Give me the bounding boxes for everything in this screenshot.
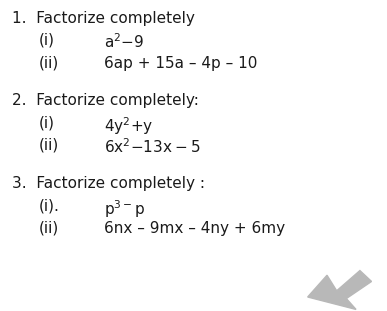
Text: 2.  Factorize completely:: 2. Factorize completely: bbox=[12, 93, 199, 108]
Text: (ii): (ii) bbox=[39, 221, 59, 236]
Polygon shape bbox=[308, 271, 372, 309]
Text: (ii): (ii) bbox=[39, 137, 59, 152]
Text: (i): (i) bbox=[39, 115, 55, 130]
Text: $\mathdefault{p}^{3-}\mathdefault{p}$: $\mathdefault{p}^{3-}\mathdefault{p}$ bbox=[104, 198, 146, 220]
Text: 3.  Factorize completely :: 3. Factorize completely : bbox=[12, 176, 205, 191]
Text: (ii): (ii) bbox=[39, 56, 59, 71]
Text: (i): (i) bbox=[39, 33, 55, 48]
Text: 6nx – 9mx – 4ny + 6my: 6nx – 9mx – 4ny + 6my bbox=[104, 221, 286, 236]
Text: 1.  Factorize completely: 1. Factorize completely bbox=[12, 11, 195, 26]
Text: $\mathdefault{6x}^2\mathdefault{- 13x - 5}$: $\mathdefault{6x}^2\mathdefault{- 13x - … bbox=[104, 137, 201, 156]
Text: 6ap + 15a – 4p – 10: 6ap + 15a – 4p – 10 bbox=[104, 56, 258, 71]
Text: $\mathdefault{a}^2\mathdefault{- 9}$: $\mathdefault{a}^2\mathdefault{- 9}$ bbox=[104, 33, 145, 51]
Text: $\mathdefault{4y}^2\mathdefault{+ y}$: $\mathdefault{4y}^2\mathdefault{+ y}$ bbox=[104, 115, 154, 137]
Text: (i).: (i). bbox=[39, 198, 60, 213]
